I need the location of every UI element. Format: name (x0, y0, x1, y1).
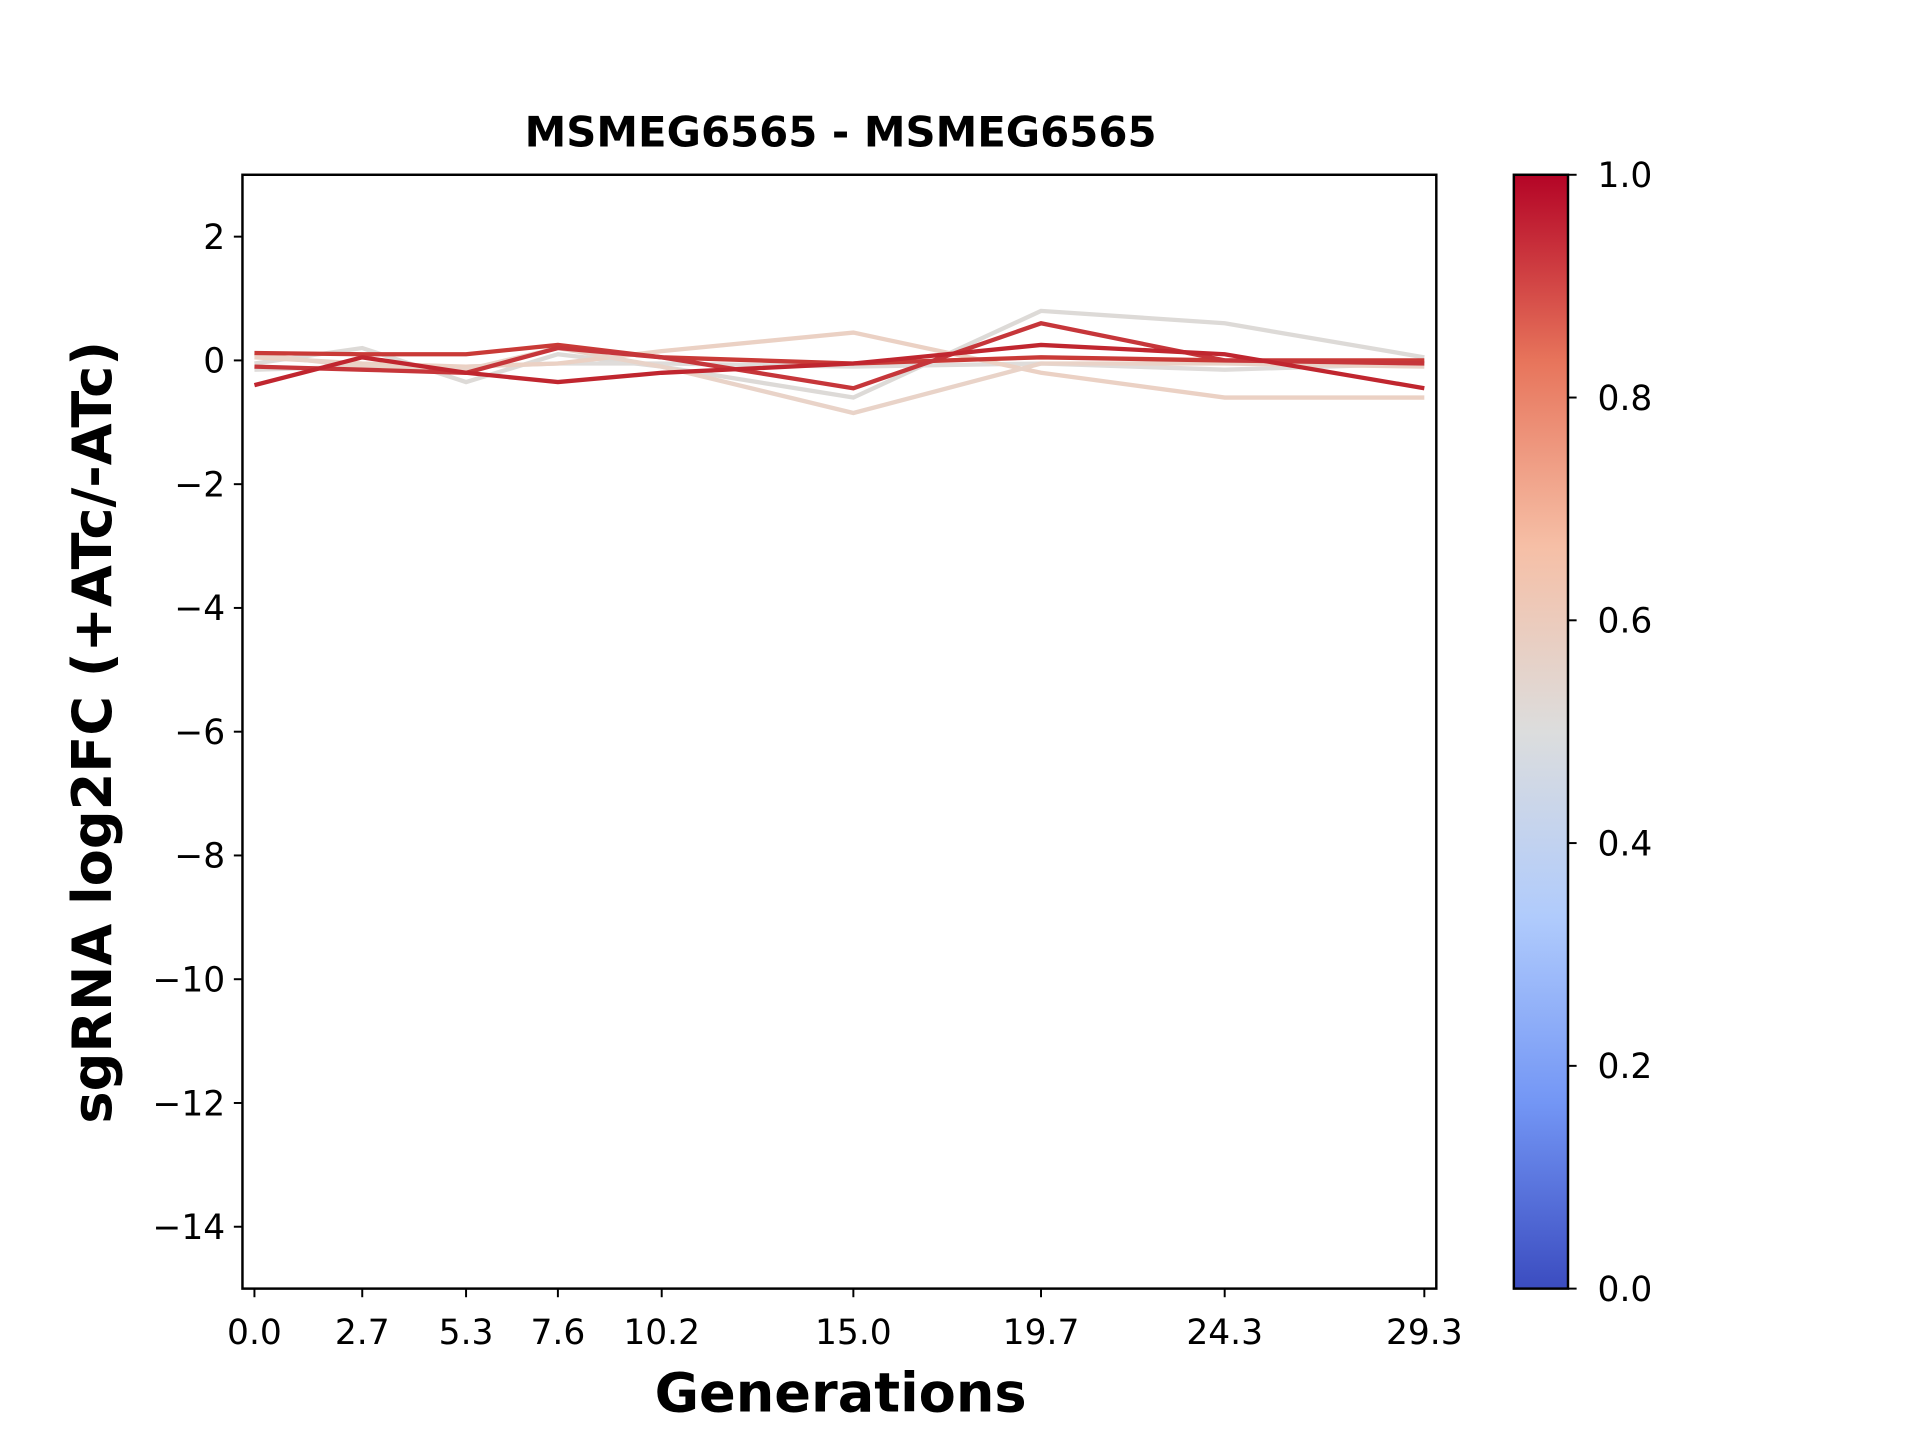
x-tick-label: 19.7 (1003, 1313, 1080, 1353)
x-tick-label: 7.6 (530, 1313, 585, 1353)
series-layer (253, 308, 1425, 416)
x-tick-label: 2.7 (335, 1313, 390, 1353)
series-line-3 (254, 345, 1425, 416)
x-tick-label: 15.0 (815, 1313, 892, 1353)
x-axis: 0.0 2.7 5.3 7.6 10.2 15.0 19.7 24.3 29.3 (227, 1288, 1463, 1353)
colorbar-tick-label: 0.8 (1598, 379, 1653, 419)
x-tick-label: 24.3 (1186, 1313, 1263, 1353)
x-tick-label: 10.2 (623, 1313, 700, 1353)
y-tick-label: −8 (174, 837, 225, 877)
colorbar-tick-label: 0.4 (1598, 824, 1653, 864)
x-tick-label: 29.3 (1386, 1313, 1463, 1353)
colorbar (1512, 173, 1570, 1290)
y-tick-label: −6 (174, 713, 225, 753)
y-tick-label: −12 (153, 1084, 226, 1124)
series-line-6 (253, 342, 1425, 391)
y-tick-label: 0 (203, 342, 225, 382)
chart-title: MSMEG6565 - MSMEG6565 (525, 107, 1157, 156)
y-axis: 2 0 −2 −4 −6 −8 −10 −12 −14 (153, 218, 243, 1248)
y-tick-label: −14 (153, 1208, 226, 1248)
colorbar-tick-label: 0.6 (1598, 602, 1653, 642)
colorbar-tick-label: 0.0 (1598, 1270, 1653, 1310)
y-tick-label: −2 (174, 465, 225, 505)
x-axis-label: Generations (655, 1362, 1027, 1425)
colorbar-tick-label: 1.0 (1598, 156, 1653, 196)
y-tick-label: −4 (174, 589, 225, 629)
x-tick-label: 5.3 (439, 1313, 494, 1353)
series-line-5 (254, 321, 1425, 391)
x-tick-label: 0.0 (227, 1313, 282, 1353)
colorbar-axis: 0.0 0.2 0.4 0.6 0.8 1.0 (1568, 156, 1652, 1310)
y-tick-label: 2 (203, 218, 225, 258)
plot-frame (241, 173, 1438, 1290)
colorbar-tick-label: 0.2 (1598, 1047, 1653, 1087)
y-axis-label: sgRNA log2FC (+ATc/-ATc) (61, 341, 124, 1124)
y-tick-label: −10 (153, 961, 226, 1001)
